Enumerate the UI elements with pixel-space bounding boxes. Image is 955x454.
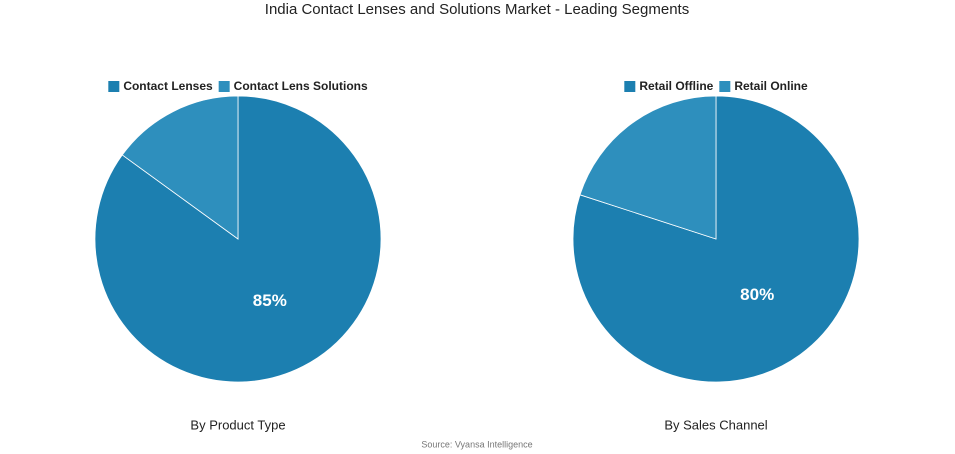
legend: Contact Lenses Contact Lens Solutions (108, 79, 368, 93)
source: Source: Vyansa Intelligence (421, 439, 532, 449)
pie-slice (579, 95, 717, 240)
legend-label: Contact Lenses (123, 79, 213, 93)
pie-slice (121, 95, 239, 240)
legend-swatch (719, 81, 731, 92)
pie-subtitle: By Sales Channel (664, 417, 767, 432)
legend-swatch (218, 81, 230, 92)
chart-title: India Contact Lenses and Solutions Marke… (265, 1, 689, 18)
data-label: 80% (740, 285, 774, 304)
legend: Retail Offline Retail Online (624, 79, 808, 93)
legend-label: Retail Offline (639, 79, 713, 93)
legend-label: Contact Lens Solutions (234, 79, 368, 93)
pie-slice (94, 95, 382, 383)
pie-subtitle: By Product Type (190, 417, 285, 432)
legend-swatch (624, 81, 636, 92)
legend-label: Retail Online (734, 79, 808, 93)
data-label: 85% (253, 291, 287, 310)
legend-swatch (108, 81, 120, 92)
